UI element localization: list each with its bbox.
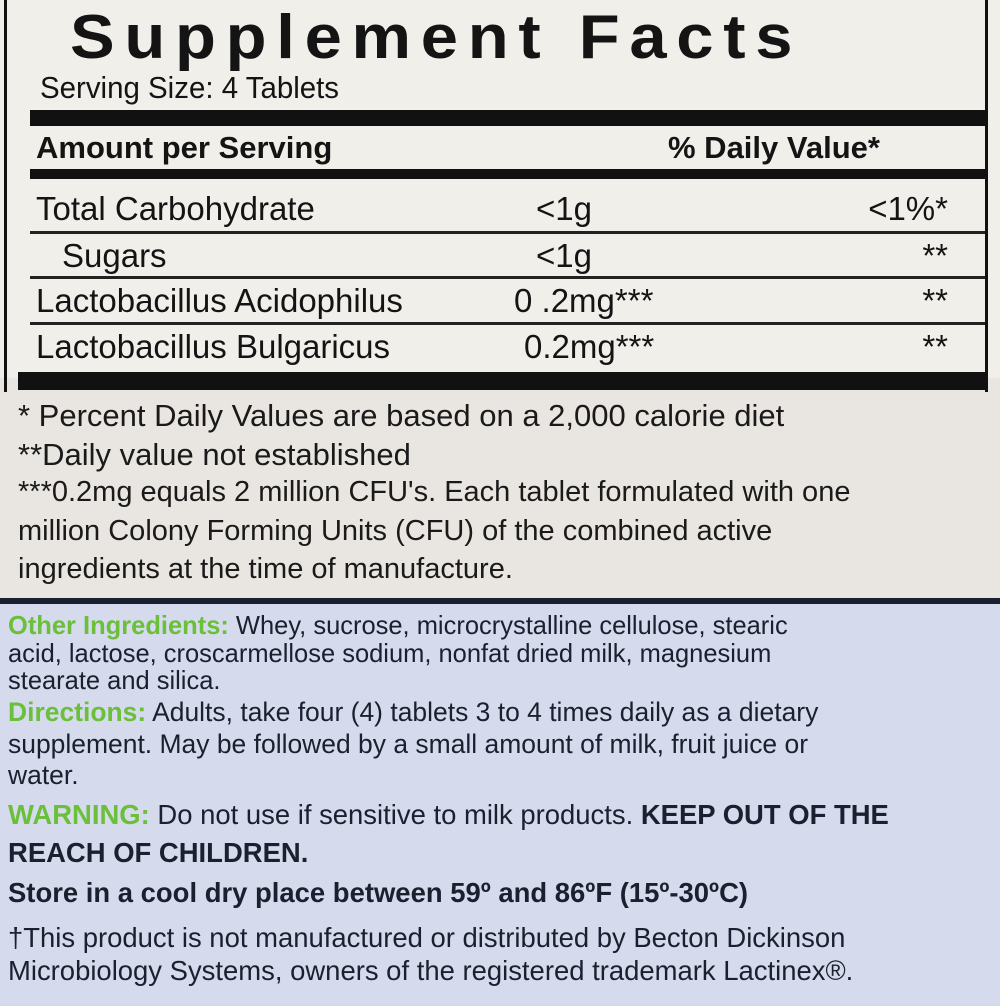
text: Whey, sucrose, microcrystalline cellulos… <box>228 610 788 640</box>
serving-size: Serving Size: 4 Tablets <box>40 70 340 105</box>
warning-line: REACH OF CHILDREN. <box>8 837 309 868</box>
text: Do not use if sensitive to milk products… <box>149 799 641 830</box>
footnote: ***0.2mg equals 2 million CFU's. Each ta… <box>18 476 851 508</box>
nutrient-amount: 0 .2mg*** <box>514 282 654 319</box>
nutrient-name: Lactobacillus Bulgaricus <box>36 328 391 365</box>
warning-label: WARNING: <box>8 799 150 830</box>
row-divider <box>30 276 985 279</box>
directions-line: supplement. May be followed by a small a… <box>8 729 809 759</box>
directions-label: Directions: <box>8 697 147 727</box>
nutrient-amount: 0.2mg*** <box>524 328 655 365</box>
panel-title: Supplement Facts <box>70 3 803 72</box>
nutrient-dv: <1%* <box>868 190 948 227</box>
row-divider <box>30 231 985 234</box>
footnote: ingredients at the time of manufacture. <box>18 553 513 585</box>
footnote: **Daily value not established <box>18 437 411 472</box>
nutrient-dv: ** <box>922 237 948 274</box>
nutrient-dv: ** <box>922 328 948 365</box>
other-ingredients-line: acid, lactose, croscarmellose sodium, no… <box>8 638 772 668</box>
medium-divider <box>30 169 985 179</box>
nutrient-amount: <1g <box>536 190 592 227</box>
thick-divider <box>18 372 985 390</box>
nutrient-dv: ** <box>922 282 948 319</box>
facts-border <box>4 0 988 392</box>
nutrient-name: Lactobacillus Acidophilus <box>36 282 403 319</box>
ingredients-panel <box>0 598 1000 1006</box>
directions: Directions: Adults, take four (4) tablet… <box>8 697 818 728</box>
text: Adults, take four (4) tablets 3 to 4 tim… <box>146 697 819 727</box>
footnote: * Percent Daily Values are based on a 2,… <box>18 398 785 433</box>
dv-header: % Daily Value* <box>668 130 880 165</box>
disclaimer: †This product is not manufactured or dis… <box>8 922 846 953</box>
footnote: million Colony Forming Units (CFU) of th… <box>18 515 773 547</box>
supplement-facts-panel <box>0 0 1000 378</box>
header-row: Amount per Serving % Daily Value* <box>36 130 948 166</box>
nutrient-name: Sugars <box>62 237 167 274</box>
row-divider <box>30 322 985 325</box>
directions-line: water. <box>8 760 79 790</box>
other-ingredients: Other Ingredients: Whey, sucrose, microc… <box>8 610 788 641</box>
amount-header: Amount per Serving <box>36 130 333 165</box>
storage-instructions: Store in a cool dry place between 59º an… <box>8 877 749 908</box>
nutrient-amount: <1g <box>536 237 592 274</box>
nutrient-name: Total Carbohydrate <box>36 190 315 227</box>
text: KEEP OUT OF THE <box>640 799 889 830</box>
other-ingredients-label: Other Ingredients: <box>8 610 229 640</box>
disclaimer: Microbiology Systems, owners of the regi… <box>8 955 854 986</box>
warning: WARNING: Do not use if sensitive to milk… <box>8 799 889 831</box>
thick-divider <box>30 110 985 126</box>
other-ingredients-line: stearate and silica. <box>8 665 221 695</box>
